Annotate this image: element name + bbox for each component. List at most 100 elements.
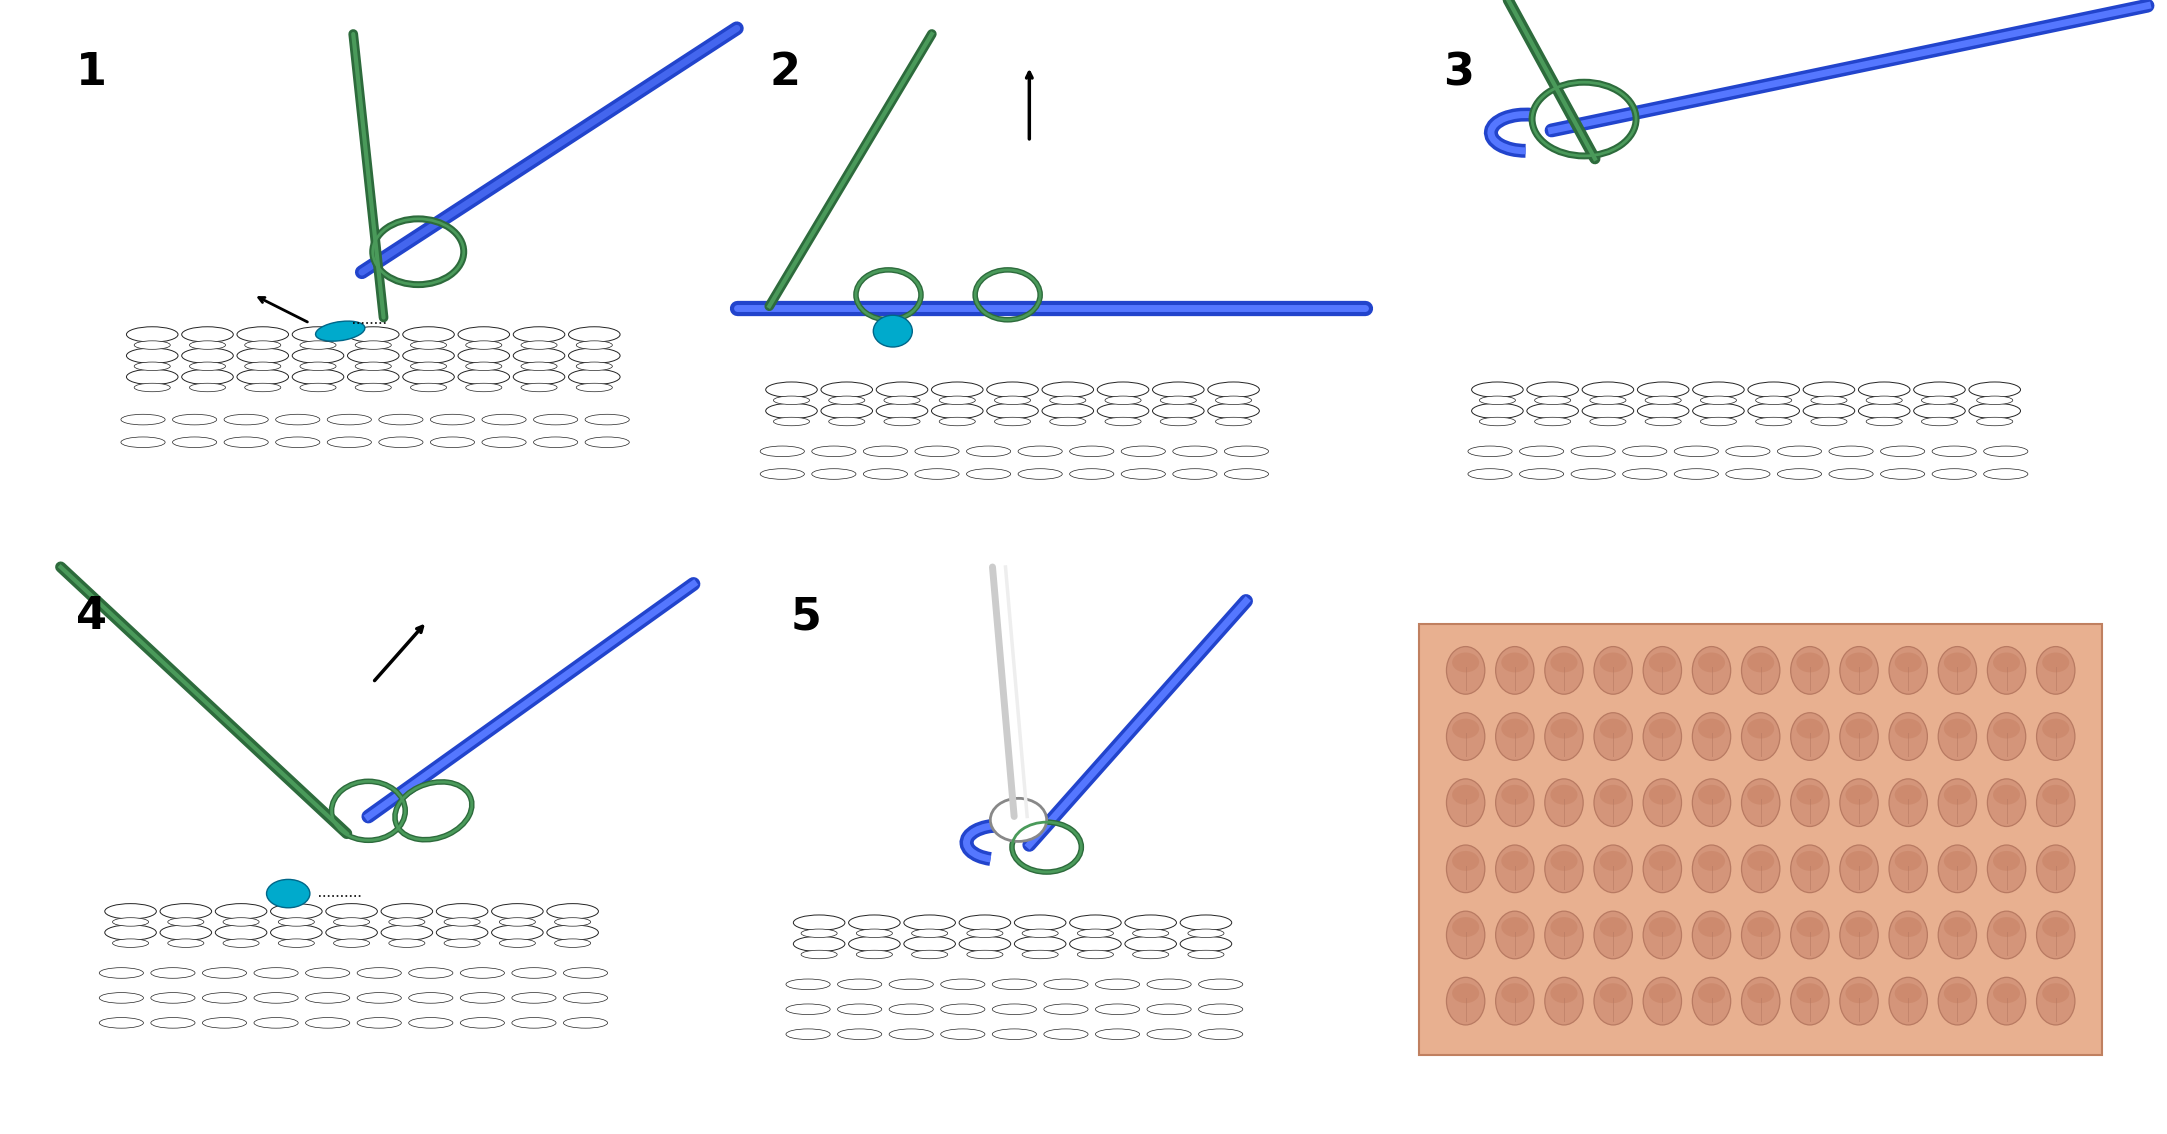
Ellipse shape	[1077, 950, 1114, 958]
Ellipse shape	[1452, 785, 1480, 805]
Ellipse shape	[1599, 719, 1627, 738]
Ellipse shape	[1987, 713, 2026, 761]
Ellipse shape	[459, 967, 505, 979]
Ellipse shape	[403, 327, 455, 342]
Ellipse shape	[347, 348, 399, 363]
Ellipse shape	[1172, 468, 1218, 480]
Ellipse shape	[1545, 779, 1584, 827]
Ellipse shape	[1042, 404, 1094, 418]
Ellipse shape	[888, 1004, 934, 1015]
Ellipse shape	[1994, 983, 2020, 1004]
Ellipse shape	[1742, 646, 1779, 694]
Ellipse shape	[1649, 983, 1675, 1004]
Ellipse shape	[1675, 446, 1718, 457]
Ellipse shape	[1790, 713, 1829, 761]
Ellipse shape	[1207, 382, 1259, 397]
Ellipse shape	[327, 437, 371, 448]
Ellipse shape	[173, 437, 217, 448]
Ellipse shape	[1846, 983, 1872, 1004]
Ellipse shape	[223, 917, 260, 926]
Ellipse shape	[1699, 983, 1725, 1004]
Ellipse shape	[1445, 646, 1484, 694]
Ellipse shape	[568, 327, 620, 342]
Ellipse shape	[388, 917, 425, 926]
Ellipse shape	[585, 437, 628, 448]
Ellipse shape	[327, 414, 371, 425]
Ellipse shape	[1467, 446, 1513, 457]
Ellipse shape	[849, 937, 899, 951]
Ellipse shape	[1890, 646, 1926, 694]
Ellipse shape	[1790, 779, 1829, 827]
Ellipse shape	[1502, 850, 1528, 871]
Ellipse shape	[325, 925, 377, 940]
Ellipse shape	[1023, 950, 1057, 958]
Ellipse shape	[1983, 468, 2028, 480]
Ellipse shape	[856, 950, 893, 958]
Ellipse shape	[223, 437, 269, 448]
Ellipse shape	[912, 929, 947, 938]
Ellipse shape	[1153, 382, 1205, 397]
Ellipse shape	[293, 370, 345, 384]
Ellipse shape	[1913, 404, 1965, 418]
Ellipse shape	[431, 437, 475, 448]
Ellipse shape	[1699, 850, 1725, 871]
Ellipse shape	[1097, 979, 1140, 990]
Ellipse shape	[334, 917, 371, 926]
Ellipse shape	[2037, 646, 2076, 694]
Ellipse shape	[334, 939, 371, 947]
Ellipse shape	[884, 417, 921, 425]
Ellipse shape	[254, 992, 299, 1004]
Ellipse shape	[1120, 468, 1166, 480]
Ellipse shape	[1701, 396, 1736, 405]
Ellipse shape	[563, 992, 607, 1004]
Ellipse shape	[995, 417, 1031, 425]
Ellipse shape	[1133, 950, 1168, 958]
Ellipse shape	[1944, 850, 1972, 871]
Ellipse shape	[2041, 785, 2069, 805]
Ellipse shape	[134, 341, 171, 349]
Ellipse shape	[1643, 912, 1682, 959]
Ellipse shape	[134, 362, 171, 371]
Ellipse shape	[1840, 713, 1879, 761]
Ellipse shape	[1097, 1029, 1140, 1040]
Ellipse shape	[2041, 652, 2069, 672]
Ellipse shape	[410, 341, 446, 349]
Ellipse shape	[189, 383, 225, 391]
Ellipse shape	[245, 383, 282, 391]
Ellipse shape	[1599, 917, 1627, 937]
Ellipse shape	[254, 1017, 299, 1029]
Ellipse shape	[277, 939, 314, 947]
Ellipse shape	[932, 382, 984, 397]
Ellipse shape	[1649, 719, 1675, 738]
Ellipse shape	[1701, 417, 1736, 425]
Ellipse shape	[466, 383, 503, 391]
Ellipse shape	[444, 917, 481, 926]
Ellipse shape	[1549, 983, 1578, 1004]
Ellipse shape	[459, 992, 505, 1004]
Ellipse shape	[1913, 382, 1965, 397]
Ellipse shape	[888, 1029, 934, 1040]
Ellipse shape	[1725, 468, 1770, 480]
Ellipse shape	[2037, 779, 2076, 827]
Ellipse shape	[862, 446, 908, 457]
Ellipse shape	[1699, 785, 1725, 805]
Ellipse shape	[1545, 845, 1584, 892]
Ellipse shape	[1994, 719, 2020, 738]
Ellipse shape	[379, 437, 423, 448]
Ellipse shape	[875, 404, 927, 418]
Ellipse shape	[862, 468, 908, 480]
Ellipse shape	[1216, 396, 1253, 405]
Ellipse shape	[1742, 845, 1779, 892]
Ellipse shape	[1198, 1029, 1244, 1040]
Ellipse shape	[912, 950, 947, 958]
Ellipse shape	[347, 327, 399, 342]
Ellipse shape	[1545, 646, 1584, 694]
Ellipse shape	[1987, 646, 2026, 694]
Ellipse shape	[1224, 468, 1268, 480]
Ellipse shape	[585, 414, 628, 425]
Ellipse shape	[358, 1017, 401, 1029]
Ellipse shape	[1502, 785, 1528, 805]
Ellipse shape	[358, 992, 401, 1004]
Ellipse shape	[299, 341, 336, 349]
Ellipse shape	[1846, 785, 1872, 805]
